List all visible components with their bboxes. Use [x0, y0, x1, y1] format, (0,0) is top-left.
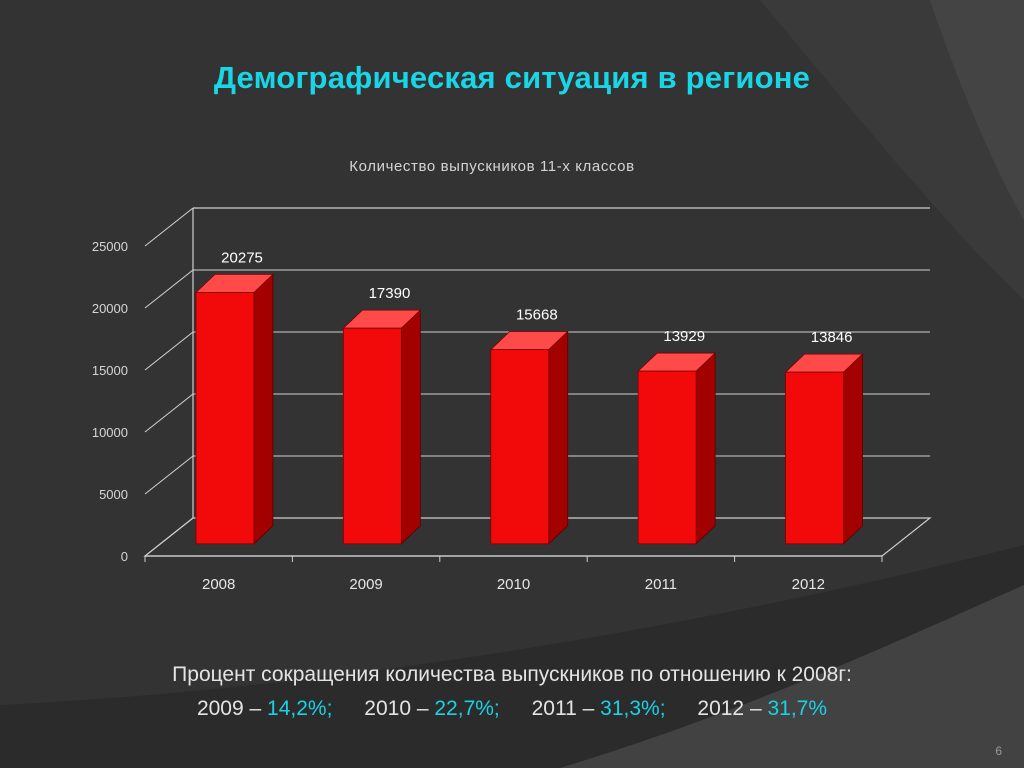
bar-side-face: [253, 273, 274, 545]
bar-side-face: [843, 353, 863, 545]
bar-front-face: [637, 370, 697, 545]
x-tick-label: 2008: [202, 576, 235, 593]
bar-front-face: [195, 292, 255, 545]
y-tick-label: 20000: [92, 301, 128, 316]
caption-year-2009: 2009: [196, 697, 244, 720]
bar-front-face: [785, 371, 844, 545]
y-axis-ticks: 0 5000 10000 15000 20000 25000: [92, 239, 128, 564]
slide-title: Демографическая ситуация в регионе: [213, 60, 811, 95]
gridline-diagonal: [144, 269, 194, 309]
data-label: 20275: [221, 249, 263, 266]
gridline-diagonal: [144, 331, 194, 371]
bar-side-face: [400, 309, 421, 545]
caption-year-2010: 2010: [364, 697, 411, 720]
chart-bars: 20275 17390 15668 13929 13846: [194, 249, 864, 545]
x-tick-label: 2010: [497, 576, 530, 593]
bar-2009: 17390: [342, 285, 422, 545]
caption-dash: –: [582, 697, 595, 720]
caption-dash: –: [249, 697, 262, 720]
caption-year-2012: 2012: [697, 697, 745, 720]
caption-percent-2011: 31,3%;: [600, 697, 666, 720]
bar-2008: 20275: [194, 249, 274, 545]
caption-year-2011: 2011: [531, 697, 577, 720]
caption-percent-2012: 31,7%: [767, 697, 828, 720]
y-tick-label: 15000: [92, 363, 128, 378]
page-number: 6: [995, 744, 1002, 758]
bar-side-face: [695, 352, 716, 545]
caption-line-2: 2009 – 14,2%; 2010 – 22,7%; 2011 – 31,3%…: [0, 692, 1024, 726]
x-tick-label: 2009: [349, 576, 382, 593]
x-tick-label: 2012: [792, 576, 825, 593]
y-tick-label: 25000: [92, 239, 128, 254]
y-tick-label: 5000: [99, 487, 128, 502]
bar-side-face: [548, 330, 569, 545]
data-label: 15668: [516, 307, 558, 324]
bar-2011: 13929: [637, 328, 717, 545]
gridline-diagonal: [144, 455, 194, 495]
caption-dash: –: [416, 697, 429, 720]
x-tick-label: 2011: [645, 576, 677, 593]
gridline-diagonal: [144, 393, 194, 433]
bar-2010: 15668: [489, 307, 569, 545]
data-label: 13846: [811, 329, 853, 346]
gridline-diagonal: [144, 207, 194, 247]
data-label: 13929: [663, 328, 705, 345]
y-tick-label: 10000: [92, 425, 128, 440]
data-label: 17390: [369, 285, 411, 302]
reduction-caption: Процент сокращения количества выпускнико…: [0, 658, 1024, 726]
caption-percent-2009: 14,2%;: [267, 697, 333, 720]
bar-2012: 13846: [784, 329, 864, 545]
x-axis-labels: 2008 2009 2010 2011 2012: [202, 576, 825, 593]
caption-dash: –: [749, 697, 762, 720]
caption-percent-2010: 22,7%;: [434, 697, 500, 720]
chart-title: Количество выпускников 11-х классов: [349, 158, 634, 175]
caption-line-1: Процент сокращения количества выпускнико…: [172, 663, 852, 686]
bar-front-face: [342, 327, 402, 545]
bar-front-face: [490, 349, 550, 545]
y-tick-label: 0: [121, 549, 128, 564]
